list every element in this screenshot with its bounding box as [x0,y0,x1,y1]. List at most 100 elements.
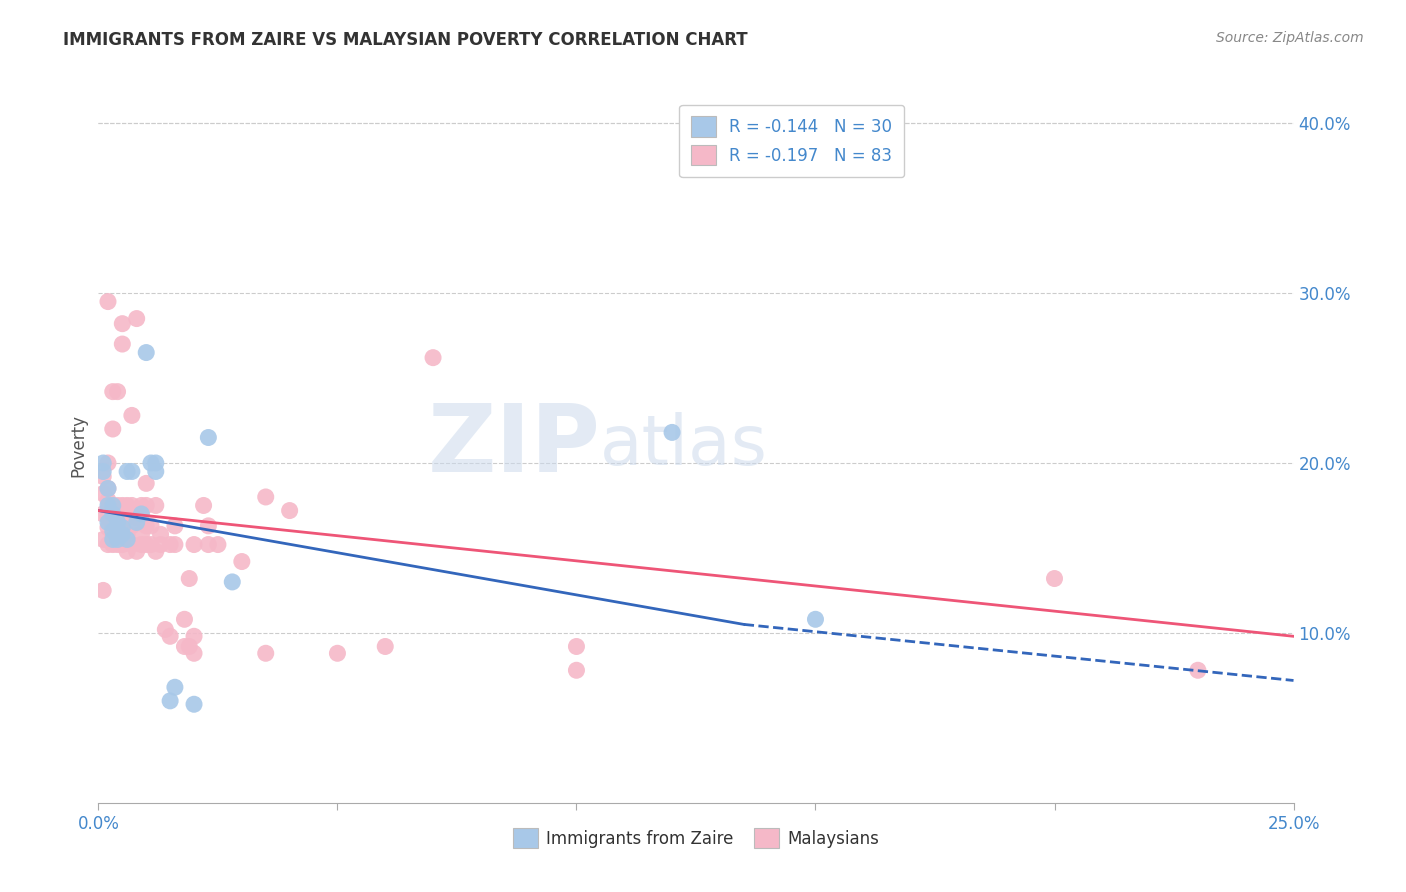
Point [183,698,205,712]
Point [115,544,138,558]
Point [101,384,124,399]
Point [135,499,157,513]
Point [91,465,114,479]
Point [125,516,148,530]
Point [111,527,134,541]
Point [145,544,167,558]
Point [121,519,143,533]
Point [101,519,124,533]
Point [115,533,138,547]
Point [97,456,120,470]
Point [193,499,215,513]
Point [207,537,229,551]
Point [101,537,124,551]
Point [155,623,177,637]
Point [254,490,277,504]
Point [804,612,827,626]
Point [139,537,162,551]
Point [91,583,114,598]
Point [111,317,134,331]
Point [183,629,205,643]
Point [135,519,157,533]
Point [115,510,138,524]
Point [135,537,157,551]
Point [1187,663,1209,677]
Point [163,680,186,694]
Point [197,519,219,533]
Point [107,524,129,538]
Point [91,507,114,521]
Point [107,516,129,530]
Point [121,409,143,423]
Point [131,527,153,541]
Point [1043,572,1066,586]
Point [131,499,153,513]
Point [661,425,683,440]
Point [159,694,181,708]
Point [115,499,138,513]
Point [97,510,120,524]
Point [374,640,396,654]
Point [91,456,114,470]
Point [149,537,172,551]
Text: ZIP: ZIP [427,400,600,492]
Point [179,640,201,654]
Y-axis label: Poverty: Poverty [69,415,87,477]
Point [159,629,181,643]
Point [173,640,195,654]
Point [107,527,129,541]
Point [145,465,167,479]
Point [101,507,124,521]
Point [139,456,162,470]
Point [183,537,205,551]
Point [231,555,253,569]
Point [197,430,219,444]
Legend: Immigrants from Zaire, Malaysians: Immigrants from Zaire, Malaysians [506,822,886,855]
Text: IMMIGRANTS FROM ZAIRE VS MALAYSIAN POVERTY CORRELATION CHART: IMMIGRANTS FROM ZAIRE VS MALAYSIAN POVER… [63,31,748,49]
Point [107,533,129,547]
Point [197,537,219,551]
Point [107,499,129,513]
Point [91,533,114,547]
Point [422,351,444,365]
Point [565,663,588,677]
Point [135,476,157,491]
Point [163,519,186,533]
Point [107,384,129,399]
Point [131,507,153,521]
Point [131,537,153,551]
Point [97,516,120,530]
Point [107,510,129,524]
Point [111,507,134,521]
Point [179,572,201,586]
Point [107,537,129,551]
Point [159,537,181,551]
Point [115,465,138,479]
Point [183,646,205,660]
Point [101,524,124,538]
Point [101,533,124,547]
Point [125,544,148,558]
Point [254,646,277,660]
Point [565,640,588,654]
Text: atlas: atlas [600,412,768,480]
Point [101,499,124,513]
Point [111,519,134,533]
Point [111,520,134,534]
Point [278,503,301,517]
Point [115,527,138,541]
Point [97,520,120,534]
Point [97,501,120,516]
Point [107,519,129,533]
Point [97,499,120,513]
Point [101,510,124,524]
Point [101,527,124,541]
Point [139,519,162,533]
Point [111,537,134,551]
Point [125,510,148,524]
Point [97,482,120,496]
Point [97,294,120,309]
Point [101,499,124,513]
Point [221,574,243,589]
Point [121,465,143,479]
